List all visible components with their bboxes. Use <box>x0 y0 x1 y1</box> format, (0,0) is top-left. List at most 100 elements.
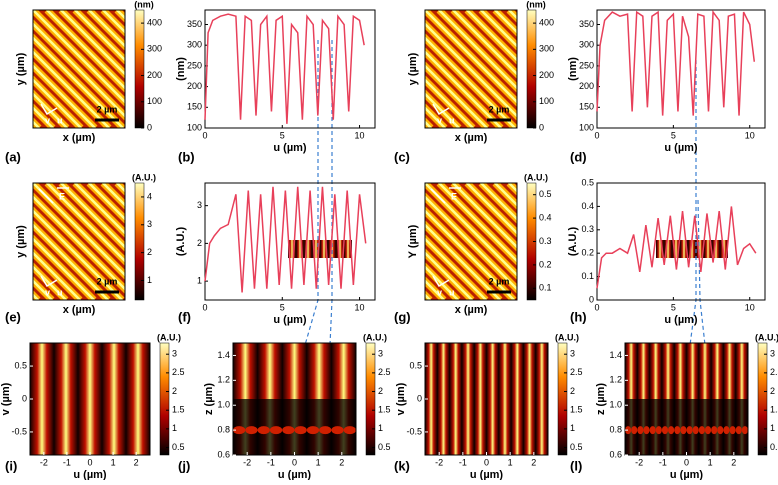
y-tick-label: 0.8 <box>609 424 622 434</box>
x-tick-label: 0 <box>202 302 207 312</box>
y-tick-label: 250 <box>187 60 202 70</box>
map-stripe <box>425 78 474 128</box>
x-axis-label: u (µm) <box>73 469 107 480</box>
y-tick-label: 0.6 <box>609 449 622 459</box>
map-image <box>33 183 125 300</box>
x-tick-label: 0 <box>202 130 207 140</box>
x-tick-label: 10 <box>355 130 365 140</box>
y-tick-label: 1.4 <box>217 350 230 360</box>
map-stripe <box>33 50 110 128</box>
map-stripe <box>511 343 524 455</box>
y-tick-label: 300 <box>187 40 202 50</box>
scale-bar-label: 2 µm <box>489 104 510 114</box>
colorbar-tick-label: 0.2 <box>539 259 552 269</box>
colorbar-title: (nm) <box>526 0 546 9</box>
y-tick-label: 350 <box>579 19 594 29</box>
y-axis-label: y (µm) <box>15 52 27 85</box>
map-blob <box>698 426 705 435</box>
colorbar-title: (A.U.) <box>132 172 156 182</box>
y-tick-label: 100 <box>579 122 594 132</box>
y-axis-label: (A.U.) <box>567 227 579 257</box>
y-axis-label: z (µm) <box>595 383 607 415</box>
colorbar-tick-label: 300 <box>147 44 162 54</box>
axis-arrows <box>432 275 450 288</box>
x-tick-label: -1 <box>459 457 467 467</box>
scale-bar-label: 2 µm <box>97 104 118 114</box>
y-tick-label: 200 <box>187 81 202 91</box>
map-stripe <box>537 10 655 128</box>
y-tick-label: 0.5 <box>581 177 594 187</box>
y-tick-label: 250 <box>579 60 594 70</box>
colorbar-tick-label: 3 <box>172 349 177 359</box>
map-stripe <box>461 343 475 455</box>
map-blob <box>655 426 662 435</box>
scale-bar-label: 2 µm <box>97 276 118 286</box>
x-axis-label: x (µm) <box>63 132 96 144</box>
x-tick-label: 5 <box>671 130 676 140</box>
map-stripe <box>494 10 517 34</box>
map-image <box>33 10 125 128</box>
x-tick-label: 2 <box>134 457 139 467</box>
map-stripe <box>425 64 488 128</box>
map-shadow <box>625 399 748 455</box>
x-tick-label: -1 <box>63 457 71 467</box>
colorbar-tick-label: 0.5 <box>539 189 552 199</box>
map-stripe <box>425 251 473 300</box>
panel-label: (k) <box>394 458 410 473</box>
map-stripe <box>33 265 67 300</box>
colorbar <box>134 182 145 301</box>
map-blob <box>269 426 283 435</box>
colorbar-tick-label: 1.5 <box>770 405 778 415</box>
arrow-label: v <box>437 115 442 125</box>
colorbar <box>365 342 376 456</box>
panel-label: (g) <box>394 309 411 324</box>
map-blob <box>631 426 638 435</box>
map-stripe <box>33 92 68 128</box>
map-stripe <box>33 237 95 300</box>
y-axis-label: (nm) <box>567 57 579 81</box>
map-stripe <box>33 64 96 128</box>
y-tick-label: 0.5 <box>409 360 422 370</box>
colorbar-tick-label: 0.5 <box>378 442 391 452</box>
x-tick-label: 0 <box>594 302 599 312</box>
colorbar-tick-label: 3 <box>147 219 152 229</box>
x-tick-label: 10 <box>355 302 365 312</box>
map-stripe <box>33 251 81 300</box>
map-image <box>30 343 150 455</box>
x-axis-label: u (µm) <box>670 469 704 480</box>
colorbar-tick-label: 1 <box>172 423 177 433</box>
map-stripe <box>60 183 125 249</box>
map-stripe <box>78 343 102 455</box>
inset-map <box>288 240 352 258</box>
map-stripe <box>33 22 125 118</box>
x-tick-label: 5 <box>280 130 285 140</box>
map-blob <box>257 426 270 435</box>
map-stripe <box>425 36 516 128</box>
x-axis-label: u (µm) <box>470 469 504 480</box>
data-line <box>204 186 367 293</box>
colorbar-tick-label: 2 <box>770 386 775 396</box>
map-blob <box>717 426 724 435</box>
map-blob <box>661 426 669 435</box>
map-stripe <box>102 10 125 34</box>
y-tick-label: 100 <box>187 122 202 132</box>
y-axis-label: (nm) <box>175 57 187 81</box>
map-blob <box>282 426 295 435</box>
map-blob <box>668 426 675 435</box>
colorbar-tick-label: 2 <box>378 386 383 396</box>
map-stripe <box>474 343 487 455</box>
map-stripe <box>54 343 78 455</box>
map-stripe <box>452 10 517 76</box>
axis-arrows <box>40 103 58 116</box>
arrow-label: v <box>45 115 50 125</box>
map-stripe <box>480 10 517 48</box>
map-stripe <box>523 343 536 455</box>
x-axis-label: x (µm) <box>455 304 488 316</box>
colorbar-title: (nm) <box>134 0 154 9</box>
x-tick-label: -2 <box>243 457 251 467</box>
map-stripe <box>74 183 125 235</box>
colorbar-tick-label: 0 <box>539 122 544 132</box>
colorbar-tick-label: 2.5 <box>172 367 185 377</box>
y-tick-label: -0.5 <box>406 426 422 436</box>
